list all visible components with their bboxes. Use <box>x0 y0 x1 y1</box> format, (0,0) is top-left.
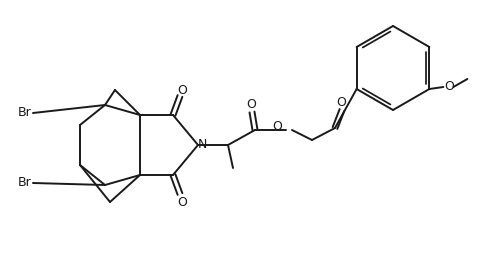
Text: O: O <box>272 120 282 133</box>
Text: Br: Br <box>18 177 32 189</box>
Text: O: O <box>177 84 187 96</box>
Text: Br: Br <box>18 106 32 120</box>
Text: N: N <box>197 139 207 151</box>
Text: O: O <box>177 196 187 208</box>
Text: O: O <box>444 80 455 94</box>
Text: O: O <box>336 96 346 108</box>
Text: O: O <box>246 97 256 111</box>
